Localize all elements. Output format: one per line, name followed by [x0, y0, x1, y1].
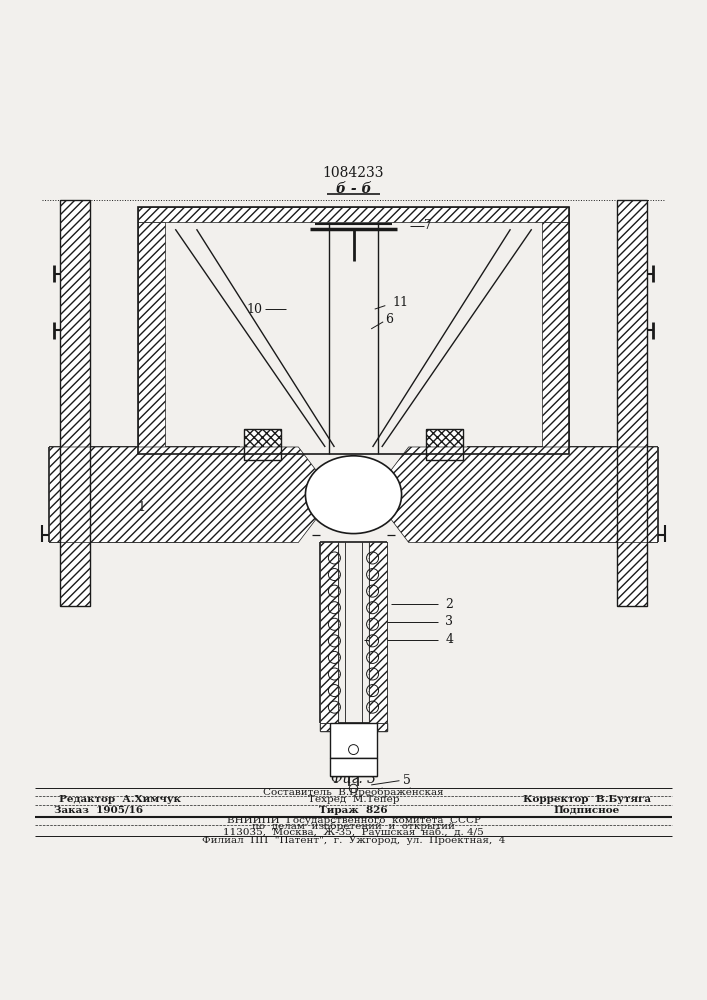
Text: б - б: б - б [336, 182, 371, 196]
Text: 3: 3 [445, 615, 453, 628]
Text: 4: 4 [445, 633, 453, 646]
Text: 5: 5 [403, 774, 411, 787]
Text: 11: 11 [392, 296, 409, 309]
Text: Фиг. 3: Фиг. 3 [331, 772, 376, 786]
Text: по  делам  изобретений  и  открытий: по делам изобретений и открытий [252, 822, 455, 831]
Text: Филиал  ПП  "Патент",  г.  Ужгород,  ул.  Проектная,  4: Филиал ПП "Патент", г. Ужгород, ул. Прое… [201, 836, 506, 845]
Text: 2: 2 [445, 598, 453, 611]
Bar [542, 222, 569, 454]
Ellipse shape [305, 456, 402, 534]
Polygon shape [320, 723, 387, 758]
Text: 113035,  Москва,  Ж-35,  Раушская  наб.,  д. 4/5: 113035, Москва, Ж-35, Раушская наб., д. … [223, 828, 484, 837]
Polygon shape [369, 542, 387, 723]
Bar [426, 429, 463, 460]
Bar [60, 200, 90, 606]
Bar [138, 207, 569, 454]
Bar [138, 222, 165, 454]
Bar [617, 200, 647, 606]
Text: 10: 10 [247, 303, 262, 316]
Text: Редактор  А.Химчук: Редактор А.Химчук [59, 795, 181, 804]
Polygon shape [387, 447, 658, 542]
Text: 7: 7 [424, 219, 432, 232]
Bar [330, 758, 377, 776]
Text: ВНИИПИ  Государственного  комитета  СССР: ВНИИПИ Государственного комитета СССР [226, 816, 481, 825]
Bar [244, 429, 281, 460]
Bar [617, 200, 647, 606]
Polygon shape [320, 542, 338, 723]
Bar [138, 207, 569, 222]
Text: Тираж  826: Тираж 826 [319, 806, 388, 815]
Bar [60, 200, 90, 606]
Polygon shape [49, 447, 320, 542]
Text: Составитель  В.Преображе́нская: Составитель В.Преображе́нская [263, 787, 444, 797]
Text: 1: 1 [137, 501, 146, 514]
Bar [426, 429, 463, 460]
Text: Подписное: Подписное [554, 806, 620, 815]
Text: 6: 6 [385, 313, 393, 326]
Text: Корректор  В.Бутяга: Корректор В.Бутяга [522, 795, 651, 804]
Text: Заказ  1905/16: Заказ 1905/16 [54, 806, 144, 815]
Text: 1084233: 1084233 [323, 166, 384, 180]
Bar [244, 429, 281, 460]
Bar [330, 723, 377, 758]
Text: Техред  М.Тепер: Техред М.Тепер [308, 795, 399, 804]
